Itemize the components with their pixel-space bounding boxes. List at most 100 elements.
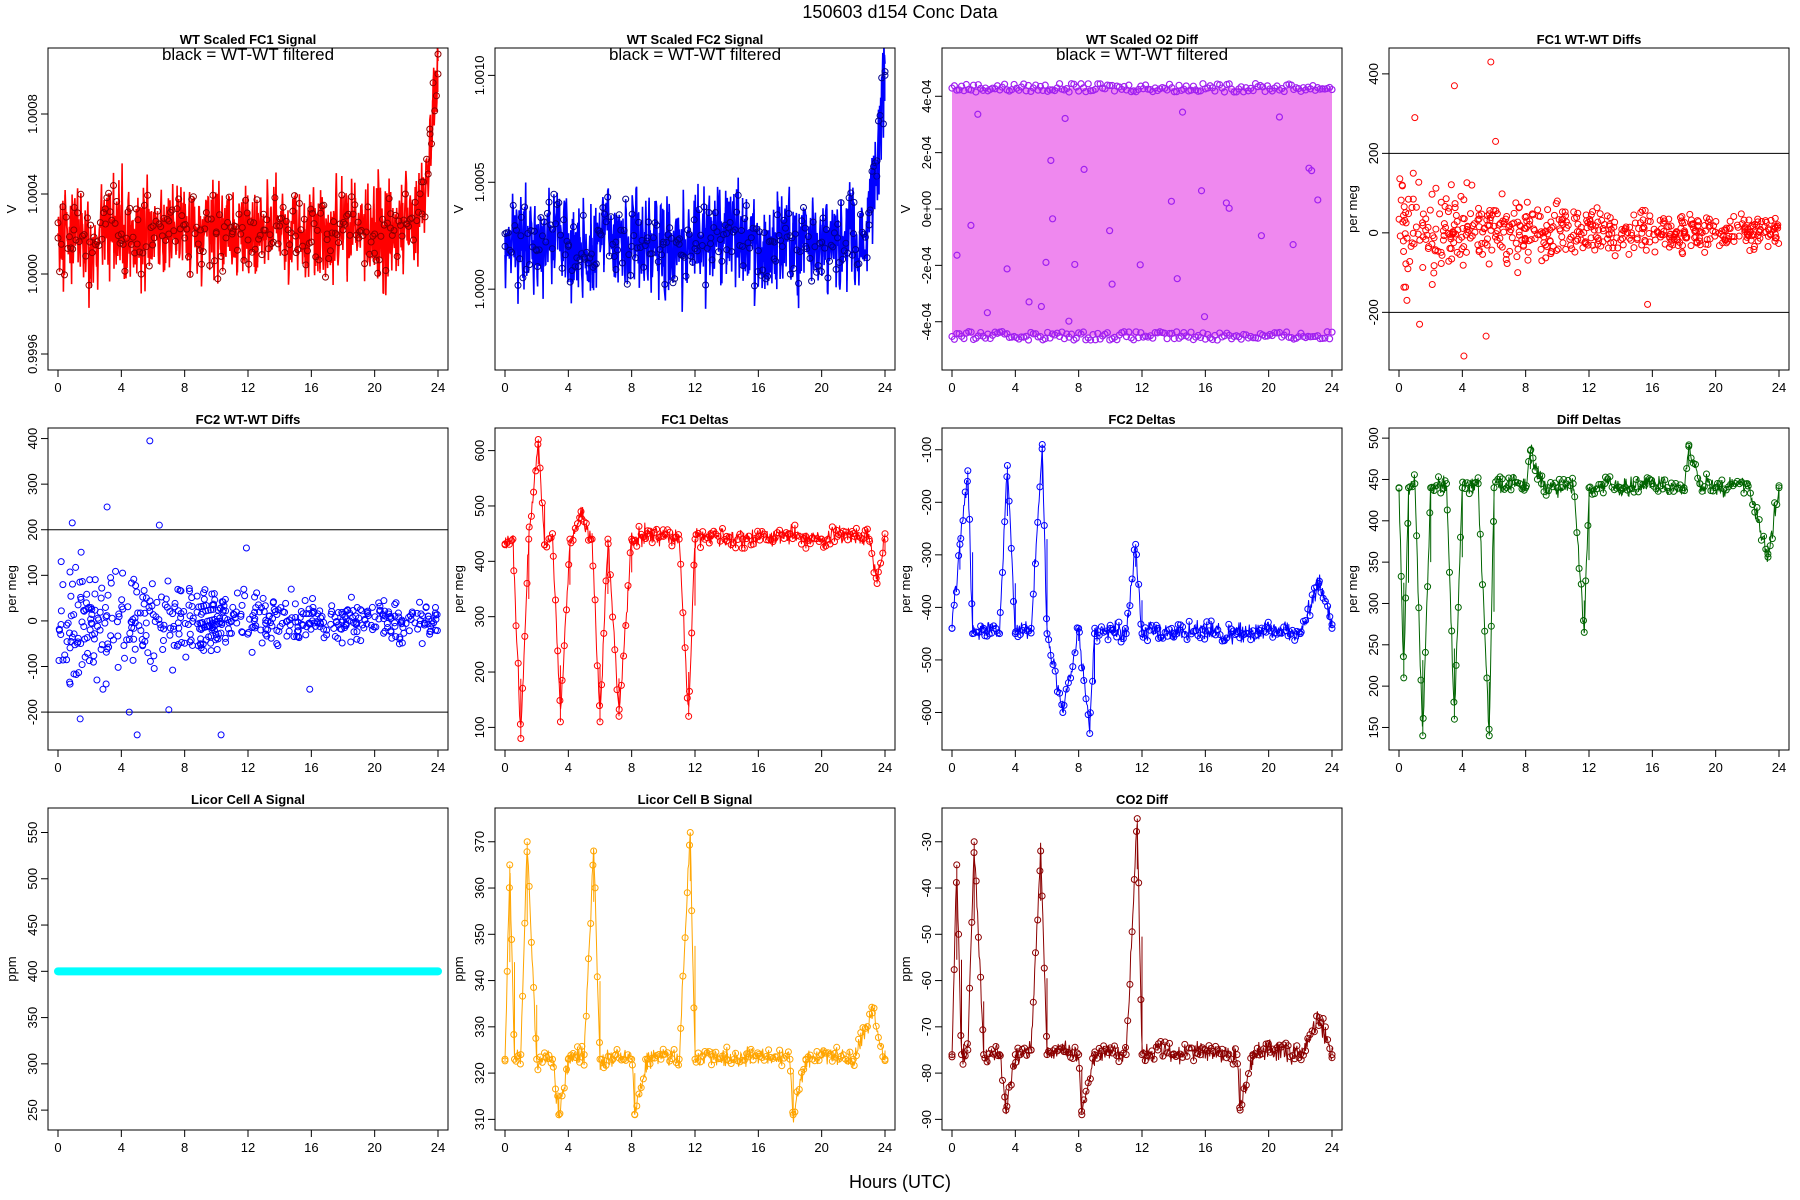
data-point [351,201,359,209]
data-point [1452,661,1460,669]
data-point [839,255,847,263]
data-point [527,938,535,946]
data-point [1764,553,1772,561]
data-point [201,225,209,233]
data-point [388,231,396,239]
data-point [256,231,264,239]
data-point [578,250,586,258]
data-point [690,561,698,569]
data-point [306,685,314,693]
data-point [1071,649,1079,657]
x-tick-label: 20 [1708,760,1722,775]
data-point [1555,475,1563,483]
data-point [814,262,822,269]
data-point [1201,1046,1209,1054]
data-point [994,1052,1002,1060]
y-tick-label: 200 [472,661,487,683]
data-point [969,81,978,89]
data-point [1223,634,1231,642]
data-point [1618,226,1626,234]
data-point [582,1012,590,1020]
data-point [516,255,524,263]
data-point [754,1051,762,1059]
data-point [1479,228,1487,236]
data-point [1524,256,1532,264]
data-point [784,1048,792,1056]
data-point [1075,87,1083,95]
data-point [817,268,825,275]
x-tick-label: 20 [1261,760,1275,775]
data-point [1203,618,1211,626]
data-point [692,1058,700,1066]
data-point [504,229,512,237]
data-point [1005,1083,1013,1091]
data-point [1639,225,1647,233]
data-point [308,617,316,625]
data-point [527,512,535,520]
data-point [798,217,806,225]
data-point [189,617,197,625]
data-point [207,647,215,655]
series-spikes [1403,446,1780,736]
data-point [633,1102,641,1110]
data-point [833,1043,841,1051]
data-point [828,523,836,531]
data-point [1665,243,1673,251]
data-point [216,211,223,219]
data-point [1223,1054,1231,1062]
data-point [1724,235,1732,243]
data-point [688,907,696,915]
x-tick-label: 0 [501,760,508,775]
data-point [1034,518,1042,526]
data-point [1683,234,1691,242]
data-point [618,259,626,267]
data-point [1693,239,1701,247]
data-point [558,676,566,684]
data-point [129,656,137,664]
data-point [1423,231,1431,239]
data-point [677,1024,685,1032]
data-point [1401,230,1409,238]
data-point [233,589,241,597]
data-point [1170,335,1178,343]
data-point [604,193,612,201]
data-point [1415,178,1423,186]
data-point [1573,228,1581,236]
data-point [197,635,205,643]
data-point [282,599,290,607]
data-point [1468,181,1476,189]
data-point [1483,216,1491,224]
data-point [1437,248,1445,256]
data-point [691,245,699,253]
data-point [1324,1036,1332,1044]
data-point [1416,320,1424,328]
data-point [653,525,661,533]
data-point [1413,532,1421,540]
data-point [139,249,147,257]
data-point [244,630,252,638]
data-point [380,629,388,637]
data-point [1524,248,1532,256]
data-point [170,622,178,630]
x-tick-label: 8 [1522,380,1529,395]
data-point [772,257,780,265]
data-point [1446,568,1453,576]
data-point [802,544,810,552]
data-point [264,626,272,634]
data-point [1522,484,1530,492]
data-point [1705,223,1713,231]
data-point [95,242,103,249]
data-point [1082,1087,1090,1095]
data-point [501,1055,509,1063]
data-point [506,246,514,254]
data-point [98,584,106,592]
data-point [756,536,764,544]
data-point [78,578,86,586]
data-point [713,228,721,236]
data-point [1122,1044,1129,1051]
data-point [948,1053,956,1061]
data-point [1599,224,1607,232]
y-axis-label: V [451,204,466,213]
y-tick-label: -30 [919,832,934,851]
